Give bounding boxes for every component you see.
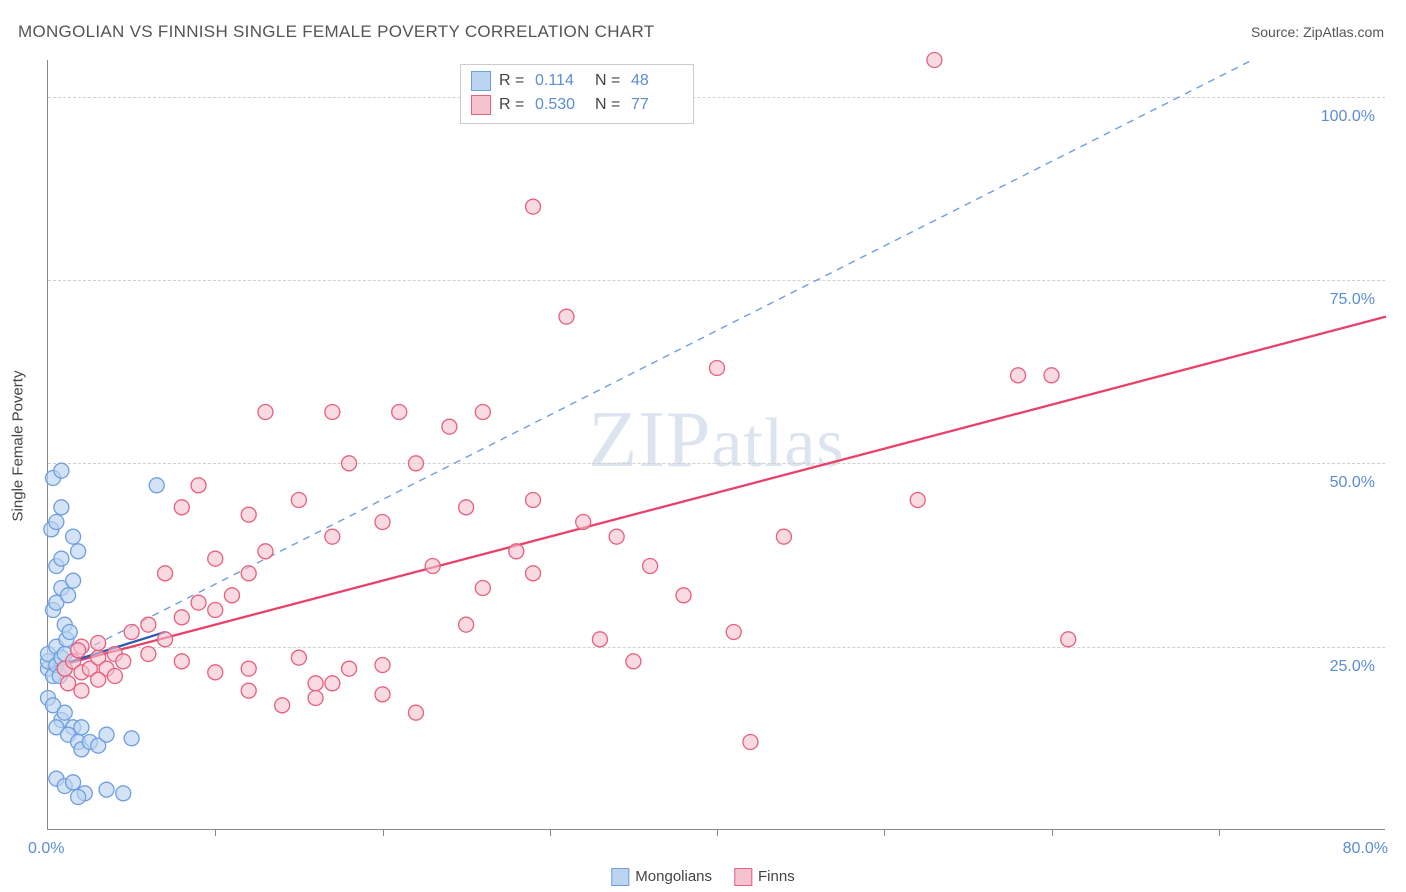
legend-swatch <box>734 868 752 886</box>
x-tick <box>1052 829 1053 836</box>
n-label: N = <box>595 69 623 93</box>
legend-swatch <box>471 95 491 115</box>
x-tick <box>717 829 718 836</box>
n-label: N = <box>595 93 623 117</box>
n-value: 48 <box>631 69 683 93</box>
legend-item: Mongolians <box>611 868 712 886</box>
correlation-legend-row: R = 0.114 N = 48 <box>471 69 683 93</box>
y-axis-label: Single Female Poverty <box>10 371 27 522</box>
r-label: R = <box>499 69 527 93</box>
legend-item: Finns <box>734 868 795 886</box>
r-label: R = <box>499 93 527 117</box>
r-value: 0.530 <box>535 93 587 117</box>
chart-container: MONGOLIAN VS FINNISH SINGLE FEMALE POVER… <box>0 0 1406 892</box>
plot-area: ZIPatlas 25.0%50.0%75.0%100.0% R =0.114N… <box>47 60 1385 830</box>
n-value: 77 <box>631 93 683 117</box>
correlation-legend: R = 0.114 N = 48 R = 0.530 N = 77 <box>460 64 694 124</box>
correlation-legend-row: R = 0.530 N = 77 <box>471 93 683 117</box>
x-tick <box>884 829 885 836</box>
axis-x-end-label: 80.0% <box>1343 840 1388 858</box>
axis-origin-label: 0.0% <box>28 840 64 858</box>
scatter-plot <box>48 60 1385 829</box>
source-attribution: Source: ZipAtlas.com <box>1251 24 1384 40</box>
x-tick <box>215 829 216 836</box>
x-tick <box>1219 829 1220 836</box>
series-legend: Mongolians Finns <box>611 868 794 886</box>
legend-label: Finns <box>758 868 795 885</box>
x-tick <box>550 829 551 836</box>
legend-swatch <box>611 868 629 886</box>
legend-swatch <box>471 71 491 91</box>
r-value: 0.114 <box>535 69 587 93</box>
chart-title: MONGOLIAN VS FINNISH SINGLE FEMALE POVER… <box>18 22 654 42</box>
legend-label: Mongolians <box>635 868 712 885</box>
x-tick <box>383 829 384 836</box>
